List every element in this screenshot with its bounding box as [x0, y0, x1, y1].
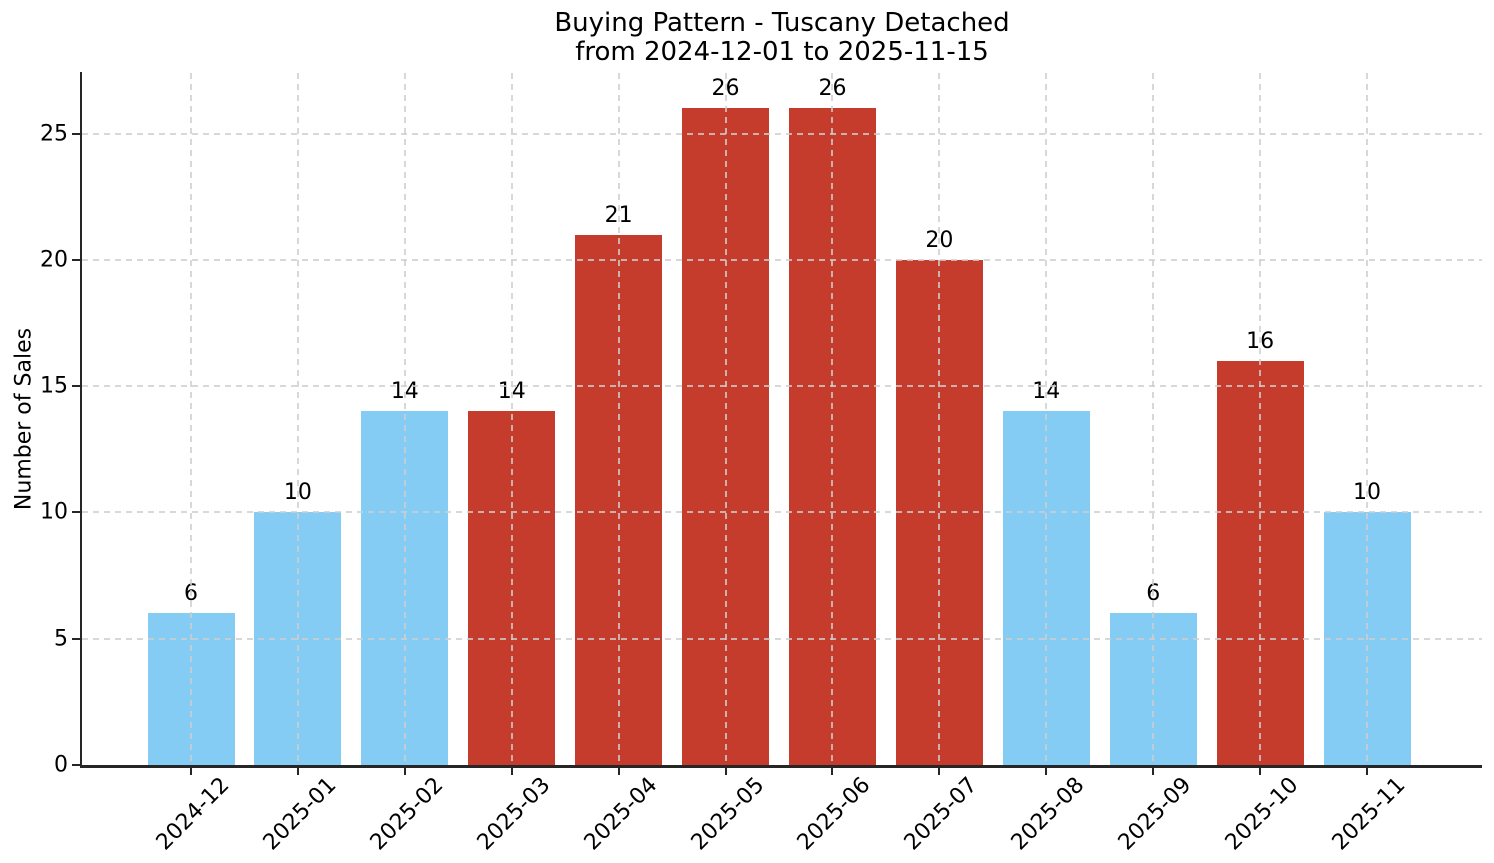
x-tick-mark	[938, 767, 941, 775]
y-tick-mark	[72, 258, 80, 261]
horizontal-gridline	[82, 132, 1482, 135]
vertical-gridline	[1259, 73, 1262, 765]
y-tick-label: 5	[54, 626, 68, 652]
grid-layer	[82, 73, 1482, 765]
y-axis-label: Number of Sales	[11, 327, 37, 511]
x-tick-mark	[510, 767, 513, 775]
x-tick-mark	[724, 767, 727, 775]
x-tick-label: 2025-01	[258, 772, 342, 856]
plot-area: 6101414212626201461610	[82, 73, 1482, 765]
x-tick-mark	[190, 767, 192, 775]
x-tick-label: 2025-04	[579, 772, 662, 856]
y-tick-label: 25	[40, 121, 68, 147]
vertical-gridline	[510, 73, 513, 765]
y-tick-label: 20	[40, 247, 68, 273]
vertical-gridline	[403, 73, 406, 765]
vertical-gridline	[296, 73, 299, 765]
vertical-gridline	[1152, 73, 1155, 765]
horizontal-gridline	[82, 637, 1482, 640]
horizontal-gridline	[82, 511, 1482, 514]
x-tick-label: 2025-07	[900, 772, 983, 856]
x-tick-label: 2025-08	[1006, 772, 1090, 856]
y-tick-label: 0	[54, 752, 68, 778]
x-tick-label: 2025-11	[1327, 772, 1411, 856]
vertical-gridline	[831, 73, 834, 765]
x-tick-mark	[1366, 767, 1368, 775]
vertical-gridline	[938, 73, 941, 765]
x-tick-mark	[296, 767, 299, 775]
x-tick-label: 2025-02	[365, 772, 449, 856]
y-tick-label: 10	[40, 499, 68, 525]
vertical-gridline	[190, 73, 192, 765]
y-tick-mark	[72, 764, 80, 766]
vertical-gridline	[1045, 73, 1048, 765]
y-tick-mark	[72, 385, 80, 388]
vertical-gridline	[1366, 73, 1368, 765]
x-tick-mark	[1045, 767, 1048, 775]
x-tick-label: 2025-05	[686, 772, 769, 856]
x-tick-mark	[403, 767, 406, 775]
x-tick-mark	[831, 767, 834, 775]
vertical-gridline	[617, 73, 620, 765]
y-tick-mark	[72, 511, 80, 514]
y-axis-spine	[80, 72, 82, 767]
chart-title-line1: Buying Pattern - Tuscany Detached	[554, 8, 1010, 38]
vertical-gridline	[724, 73, 727, 765]
y-tick-mark	[72, 637, 80, 640]
chart-title: Buying Pattern - Tuscany Detached from 2…	[82, 8, 1482, 68]
x-tick-label: 2025-10	[1220, 772, 1304, 856]
x-tick-mark	[1259, 767, 1262, 775]
horizontal-gridline	[82, 258, 1482, 261]
chart-title-line2: from 2024-12-01 to 2025-11-15	[575, 37, 989, 68]
y-tick-mark	[72, 132, 80, 135]
x-tick-label: 2025-06	[793, 772, 876, 856]
y-tick-label: 15	[40, 373, 68, 399]
horizontal-gridline	[82, 385, 1482, 388]
x-tick-label: 2025-03	[472, 772, 556, 856]
x-tick-mark	[617, 767, 620, 775]
x-axis-spine	[80, 765, 1482, 768]
x-tick-label: 2025-09	[1113, 772, 1197, 856]
x-tick-mark	[1152, 767, 1155, 775]
x-tick-label: 2024-12	[151, 772, 235, 856]
